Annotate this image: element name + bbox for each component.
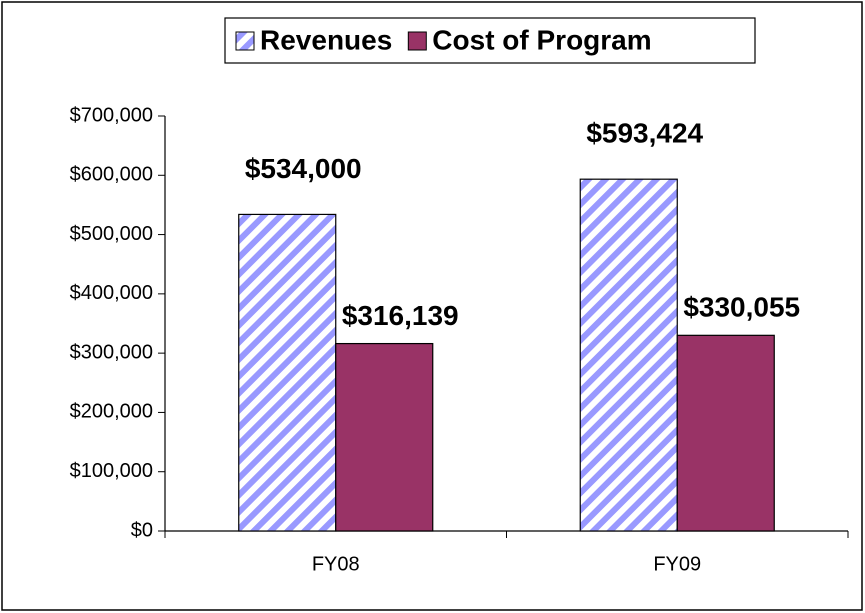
y-tick-label: $400,000 <box>70 282 153 304</box>
legend-swatch <box>407 31 427 51</box>
value-label: $330,055 <box>683 292 800 323</box>
bar <box>335 342 434 532</box>
legend-swatch <box>235 31 255 51</box>
y-tick-label: $600,000 <box>70 164 153 186</box>
y-tick-label: $300,000 <box>70 341 153 363</box>
bar <box>676 334 775 532</box>
legend-label: Revenues <box>260 24 392 55</box>
y-tick-label: $700,000 <box>70 104 153 126</box>
bar <box>238 213 337 532</box>
x-tick-label: FY08 <box>312 553 360 575</box>
legend-label: Cost of Program <box>432 24 651 55</box>
value-label: $316,139 <box>342 300 459 331</box>
y-tick-label: $500,000 <box>70 223 153 245</box>
y-tick-label: $200,000 <box>70 401 153 423</box>
y-tick-label: $100,000 <box>70 460 153 482</box>
value-label: $534,000 <box>245 153 362 184</box>
legend-box <box>224 17 756 64</box>
x-tick-label: FY09 <box>653 553 701 575</box>
y-tick-label: $0 <box>131 519 153 541</box>
bar <box>579 178 678 532</box>
value-label: $593,424 <box>586 118 703 149</box>
